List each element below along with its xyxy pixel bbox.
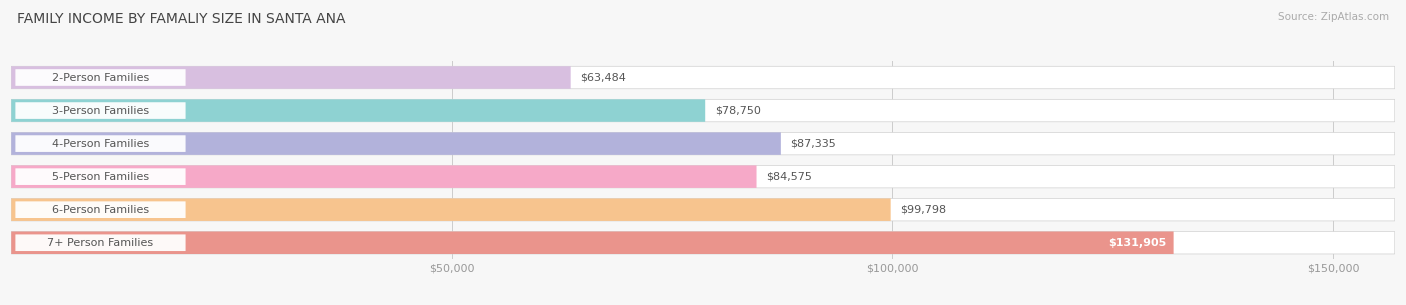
- Text: 7+ Person Families: 7+ Person Families: [48, 238, 153, 248]
- Text: $78,750: $78,750: [714, 106, 761, 116]
- FancyBboxPatch shape: [15, 235, 186, 251]
- Text: 5-Person Families: 5-Person Families: [52, 172, 149, 182]
- FancyBboxPatch shape: [15, 168, 186, 185]
- Text: $99,798: $99,798: [900, 205, 946, 215]
- FancyBboxPatch shape: [15, 201, 186, 218]
- FancyBboxPatch shape: [11, 66, 1395, 89]
- FancyBboxPatch shape: [11, 165, 1395, 188]
- Text: $87,335: $87,335: [790, 138, 837, 149]
- FancyBboxPatch shape: [11, 99, 1395, 122]
- FancyBboxPatch shape: [11, 132, 1395, 155]
- FancyBboxPatch shape: [15, 69, 186, 86]
- FancyBboxPatch shape: [11, 99, 706, 122]
- Text: 4-Person Families: 4-Person Families: [52, 138, 149, 149]
- FancyBboxPatch shape: [11, 66, 571, 89]
- FancyBboxPatch shape: [11, 199, 890, 221]
- FancyBboxPatch shape: [11, 231, 1395, 254]
- FancyBboxPatch shape: [11, 199, 1395, 221]
- FancyBboxPatch shape: [11, 132, 780, 155]
- Text: $84,575: $84,575: [766, 172, 813, 182]
- Text: $131,905: $131,905: [1108, 238, 1167, 248]
- Text: 6-Person Families: 6-Person Families: [52, 205, 149, 215]
- Text: Source: ZipAtlas.com: Source: ZipAtlas.com: [1278, 12, 1389, 22]
- Text: $63,484: $63,484: [581, 73, 626, 83]
- Text: 2-Person Families: 2-Person Families: [52, 73, 149, 83]
- Text: FAMILY INCOME BY FAMALIY SIZE IN SANTA ANA: FAMILY INCOME BY FAMALIY SIZE IN SANTA A…: [17, 12, 346, 26]
- FancyBboxPatch shape: [15, 102, 186, 119]
- FancyBboxPatch shape: [11, 231, 1174, 254]
- FancyBboxPatch shape: [11, 165, 756, 188]
- Text: 3-Person Families: 3-Person Families: [52, 106, 149, 116]
- FancyBboxPatch shape: [15, 135, 186, 152]
